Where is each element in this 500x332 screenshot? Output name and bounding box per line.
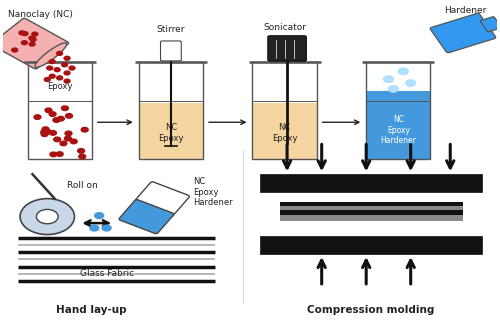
Circle shape [62, 63, 68, 67]
Circle shape [36, 209, 58, 224]
Circle shape [50, 130, 56, 135]
Circle shape [60, 141, 67, 146]
Text: Hand lay-up: Hand lay-up [56, 305, 127, 315]
Polygon shape [260, 174, 482, 192]
Circle shape [388, 86, 398, 92]
Text: Stirrer: Stirrer [156, 25, 185, 34]
Text: NC
Epoxy: NC Epoxy [272, 123, 297, 143]
Circle shape [56, 51, 62, 55]
Circle shape [29, 42, 35, 46]
Text: Sonicator: Sonicator [263, 23, 306, 32]
Circle shape [58, 116, 64, 121]
FancyBboxPatch shape [430, 13, 496, 53]
Text: Hardener: Hardener [444, 6, 486, 16]
Text: Glass Fabric: Glass Fabric [80, 269, 134, 278]
Polygon shape [366, 91, 430, 159]
Circle shape [53, 118, 60, 122]
FancyBboxPatch shape [0, 18, 68, 69]
Text: Nanoclay (NC): Nanoclay (NC) [8, 10, 72, 19]
Circle shape [12, 48, 18, 52]
Circle shape [81, 127, 88, 132]
Circle shape [22, 32, 28, 36]
FancyBboxPatch shape [480, 17, 500, 32]
Circle shape [50, 152, 57, 157]
FancyBboxPatch shape [134, 182, 190, 217]
Circle shape [29, 36, 35, 40]
Circle shape [66, 114, 72, 118]
Circle shape [44, 129, 51, 134]
Circle shape [22, 41, 28, 44]
Circle shape [44, 78, 50, 81]
FancyBboxPatch shape [119, 200, 174, 234]
Circle shape [54, 68, 60, 72]
Circle shape [94, 213, 104, 218]
Circle shape [54, 137, 60, 142]
Text: Roll on: Roll on [67, 181, 98, 190]
Circle shape [406, 80, 415, 86]
Circle shape [19, 31, 25, 35]
Polygon shape [252, 103, 317, 159]
Polygon shape [280, 215, 462, 221]
Circle shape [42, 127, 49, 131]
Circle shape [50, 74, 55, 78]
Circle shape [70, 139, 77, 144]
Polygon shape [139, 103, 203, 159]
Circle shape [32, 32, 38, 36]
Circle shape [65, 131, 72, 136]
Circle shape [56, 76, 62, 80]
Polygon shape [280, 202, 462, 207]
Circle shape [78, 149, 84, 153]
Text: NC
Epoxy: NC Epoxy [158, 123, 184, 143]
Text: Compression molding: Compression molding [308, 305, 435, 315]
Circle shape [41, 132, 48, 136]
Circle shape [64, 56, 70, 60]
FancyBboxPatch shape [268, 36, 306, 61]
Circle shape [50, 59, 55, 63]
Circle shape [64, 136, 71, 141]
Polygon shape [280, 207, 462, 210]
Text: NC
Epoxy
Hardener: NC Epoxy Hardener [193, 177, 233, 207]
Polygon shape [280, 210, 462, 215]
Circle shape [79, 154, 86, 159]
Circle shape [34, 115, 41, 120]
Circle shape [102, 225, 111, 231]
Circle shape [64, 71, 70, 75]
Circle shape [47, 66, 52, 70]
Text: Epoxy: Epoxy [47, 82, 72, 91]
Circle shape [398, 68, 408, 75]
Circle shape [49, 112, 56, 116]
Circle shape [384, 76, 394, 82]
Circle shape [40, 130, 48, 134]
Ellipse shape [35, 43, 66, 67]
Circle shape [69, 66, 75, 70]
Circle shape [30, 38, 36, 42]
Circle shape [45, 108, 52, 113]
Polygon shape [260, 236, 482, 254]
Circle shape [56, 152, 63, 156]
Circle shape [90, 225, 98, 231]
Text: NC
Epoxy
Hardener: NC Epoxy Hardener [380, 115, 416, 145]
Circle shape [64, 79, 70, 83]
FancyBboxPatch shape [160, 41, 182, 61]
Circle shape [62, 106, 68, 111]
Circle shape [20, 199, 74, 234]
